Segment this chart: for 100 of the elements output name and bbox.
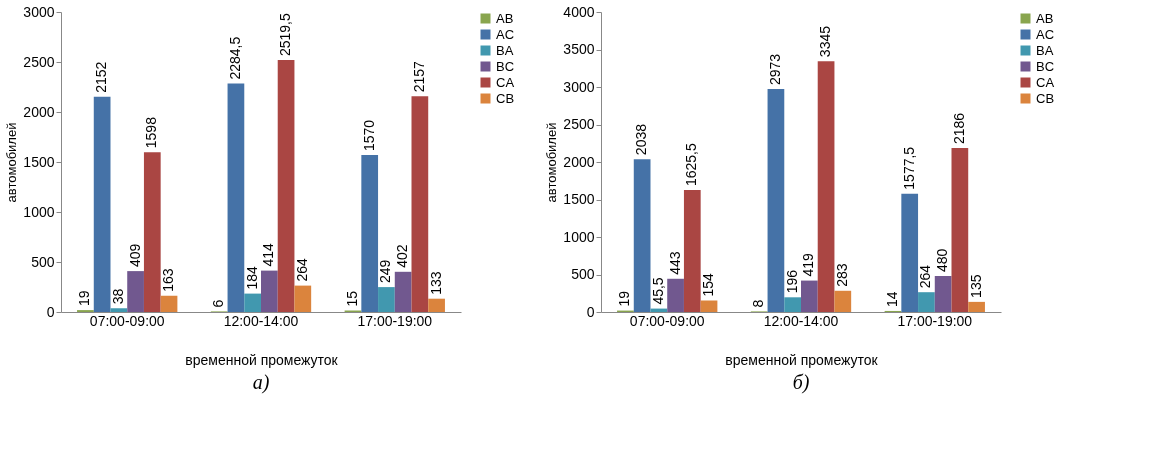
bar xyxy=(428,298,445,312)
bar xyxy=(968,301,985,312)
bar xyxy=(817,61,835,312)
y-tick-label: 3500 xyxy=(563,41,595,57)
data-label: 2284,5 xyxy=(226,36,243,80)
bar xyxy=(918,292,935,312)
data-label: 135 xyxy=(967,274,984,298)
data-label: 2186 xyxy=(950,112,967,145)
bar xyxy=(633,159,651,312)
bar xyxy=(378,287,395,312)
text: б) xyxy=(792,371,810,394)
data-label: 283 xyxy=(833,263,850,287)
bar xyxy=(411,96,429,312)
y-tick-label: 1000 xyxy=(23,203,55,220)
data-label: 184 xyxy=(243,266,260,290)
data-label: 402 xyxy=(394,244,411,268)
data-label: 8 xyxy=(750,299,767,308)
y-tick-label: 1500 xyxy=(563,191,595,207)
x-tick-label: 17:00-19:00 xyxy=(357,312,433,329)
data-label: 249 xyxy=(377,259,394,284)
data-label: 2519,5 xyxy=(277,13,294,57)
text: а) xyxy=(252,371,270,394)
bar xyxy=(160,295,178,312)
data-label: 1577,5 xyxy=(900,146,917,190)
y-tick-label: 4000 xyxy=(563,3,595,20)
y-tick-label: 500 xyxy=(571,266,595,282)
data-label: 15 xyxy=(343,290,360,307)
data-label: 480 xyxy=(934,248,951,272)
y-tick-label: 0 xyxy=(46,303,55,320)
data-label: 45,5 xyxy=(649,277,666,305)
bar xyxy=(683,190,701,312)
data-label: 2157 xyxy=(410,60,427,93)
y-tick-label: 2500 xyxy=(23,53,55,70)
legend-label: BC xyxy=(1036,58,1055,74)
bar xyxy=(143,152,161,312)
bar xyxy=(127,271,144,312)
x-tick-label: 17:00-19:00 xyxy=(897,312,973,329)
bar xyxy=(110,308,128,312)
data-label: 133 xyxy=(427,271,444,295)
data-label: 443 xyxy=(666,251,683,275)
bar xyxy=(261,270,278,312)
bar xyxy=(951,148,969,312)
bar xyxy=(93,96,111,312)
y-tick-label: 1000 xyxy=(563,228,595,245)
legend-label: CB xyxy=(1036,90,1055,106)
data-label: 2152 xyxy=(93,61,110,93)
data-label: 154 xyxy=(700,272,717,297)
y-tick-label: 2000 xyxy=(563,153,595,170)
data-label: 419 xyxy=(800,253,817,277)
legend-label: CA xyxy=(1036,74,1055,90)
data-label: 196 xyxy=(783,269,800,294)
x-tick-label: 12:00-14:00 xyxy=(763,312,839,329)
legend-label: CA xyxy=(496,74,515,90)
data-label: 14 xyxy=(883,291,900,307)
x-tick-label: 12:00-14:00 xyxy=(223,312,299,329)
legend-label: BA xyxy=(496,42,514,58)
bar xyxy=(294,285,312,312)
data-label: 1570 xyxy=(360,119,377,151)
bar xyxy=(934,276,952,312)
y-tick-label: 3000 xyxy=(23,3,55,20)
legend-label: AB xyxy=(1036,10,1054,26)
bar xyxy=(901,193,919,312)
data-label: 38 xyxy=(109,288,126,305)
legend-label: BC xyxy=(496,58,515,74)
data-label: 1598 xyxy=(143,116,160,149)
data-label: 2973 xyxy=(766,53,783,86)
x-axis-title: временной промежуток xyxy=(725,351,879,368)
bar xyxy=(667,278,684,312)
bar xyxy=(700,300,718,312)
y-tick-label: 3000 xyxy=(563,78,595,95)
y-tick-label: 0 xyxy=(586,303,595,320)
data-label: 163 xyxy=(160,268,177,292)
data-label: 409 xyxy=(126,243,143,268)
y-tick-label: 2000 xyxy=(23,103,55,120)
data-label: 3345 xyxy=(817,25,834,58)
x-tick-label: 07:00-09:00 xyxy=(89,312,165,329)
y-tick-label: 2500 xyxy=(563,116,595,132)
y-axis-title: автомобилей xyxy=(544,122,560,203)
legend-label: AB xyxy=(496,10,514,26)
data-label: 19 xyxy=(616,290,633,307)
legend-label: BA xyxy=(1036,42,1054,58)
data-label: 264 xyxy=(293,258,310,282)
data-label: 2038 xyxy=(633,123,650,156)
legend-label: AC xyxy=(496,26,515,42)
bar xyxy=(834,290,852,312)
bar xyxy=(361,155,379,312)
data-label: 414 xyxy=(260,243,277,267)
bar xyxy=(277,60,295,312)
y-tick-label: 1500 xyxy=(23,153,55,170)
bar xyxy=(394,271,412,312)
data-label: 6 xyxy=(210,299,227,308)
bar xyxy=(244,293,261,312)
legend-label: AC xyxy=(1036,26,1055,42)
bar xyxy=(784,297,801,312)
bar xyxy=(767,89,785,312)
x-tick-label: 07:00-09:00 xyxy=(629,312,705,329)
x-axis-title: временной промежуток xyxy=(185,351,339,368)
y-axis-title: автомобилей xyxy=(4,122,20,203)
legend-label: CB xyxy=(496,90,515,106)
data-label: 19 xyxy=(76,290,93,307)
